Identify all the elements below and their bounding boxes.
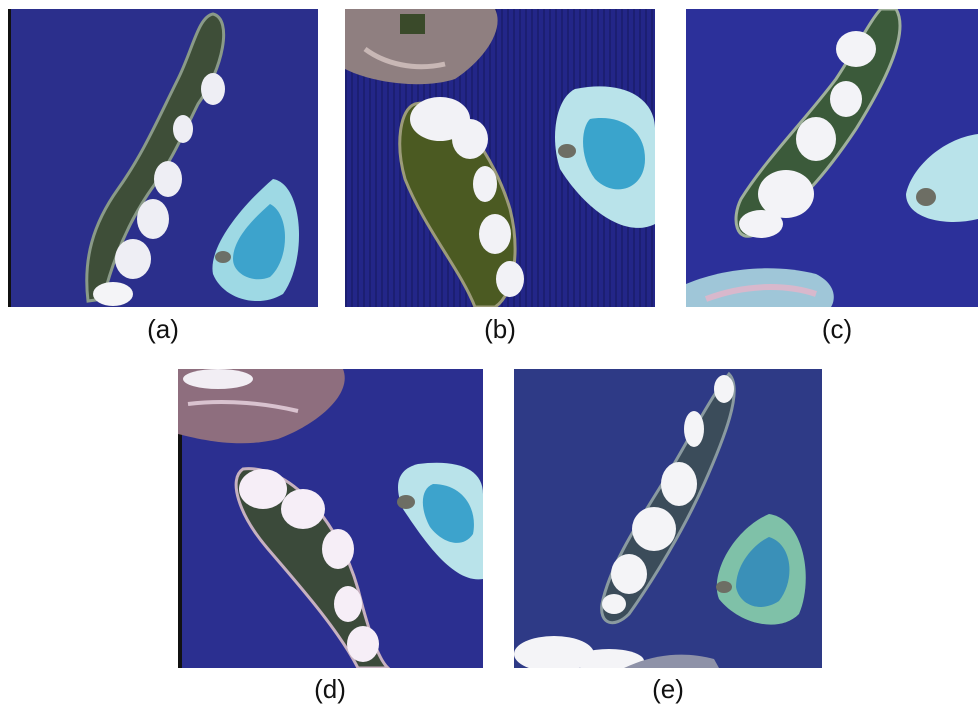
- satellite-image-b: [345, 9, 655, 307]
- image-c-canvas: [686, 9, 978, 307]
- caption-c: (c): [821, 314, 853, 344]
- satellite-image-a: [8, 9, 318, 307]
- caption-e: (e): [652, 674, 684, 704]
- satellite-image-e: [514, 369, 822, 668]
- image-b-canvas: [345, 9, 655, 307]
- satellite-image-d: [178, 369, 483, 668]
- image-e-canvas: [514, 369, 822, 668]
- caption-a: (a): [147, 314, 179, 344]
- caption-d: (d): [314, 674, 346, 704]
- satellite-image-c: [686, 9, 978, 307]
- image-a-canvas: [8, 9, 318, 307]
- image-d-canvas: [178, 369, 483, 668]
- caption-b: (b): [484, 314, 516, 344]
